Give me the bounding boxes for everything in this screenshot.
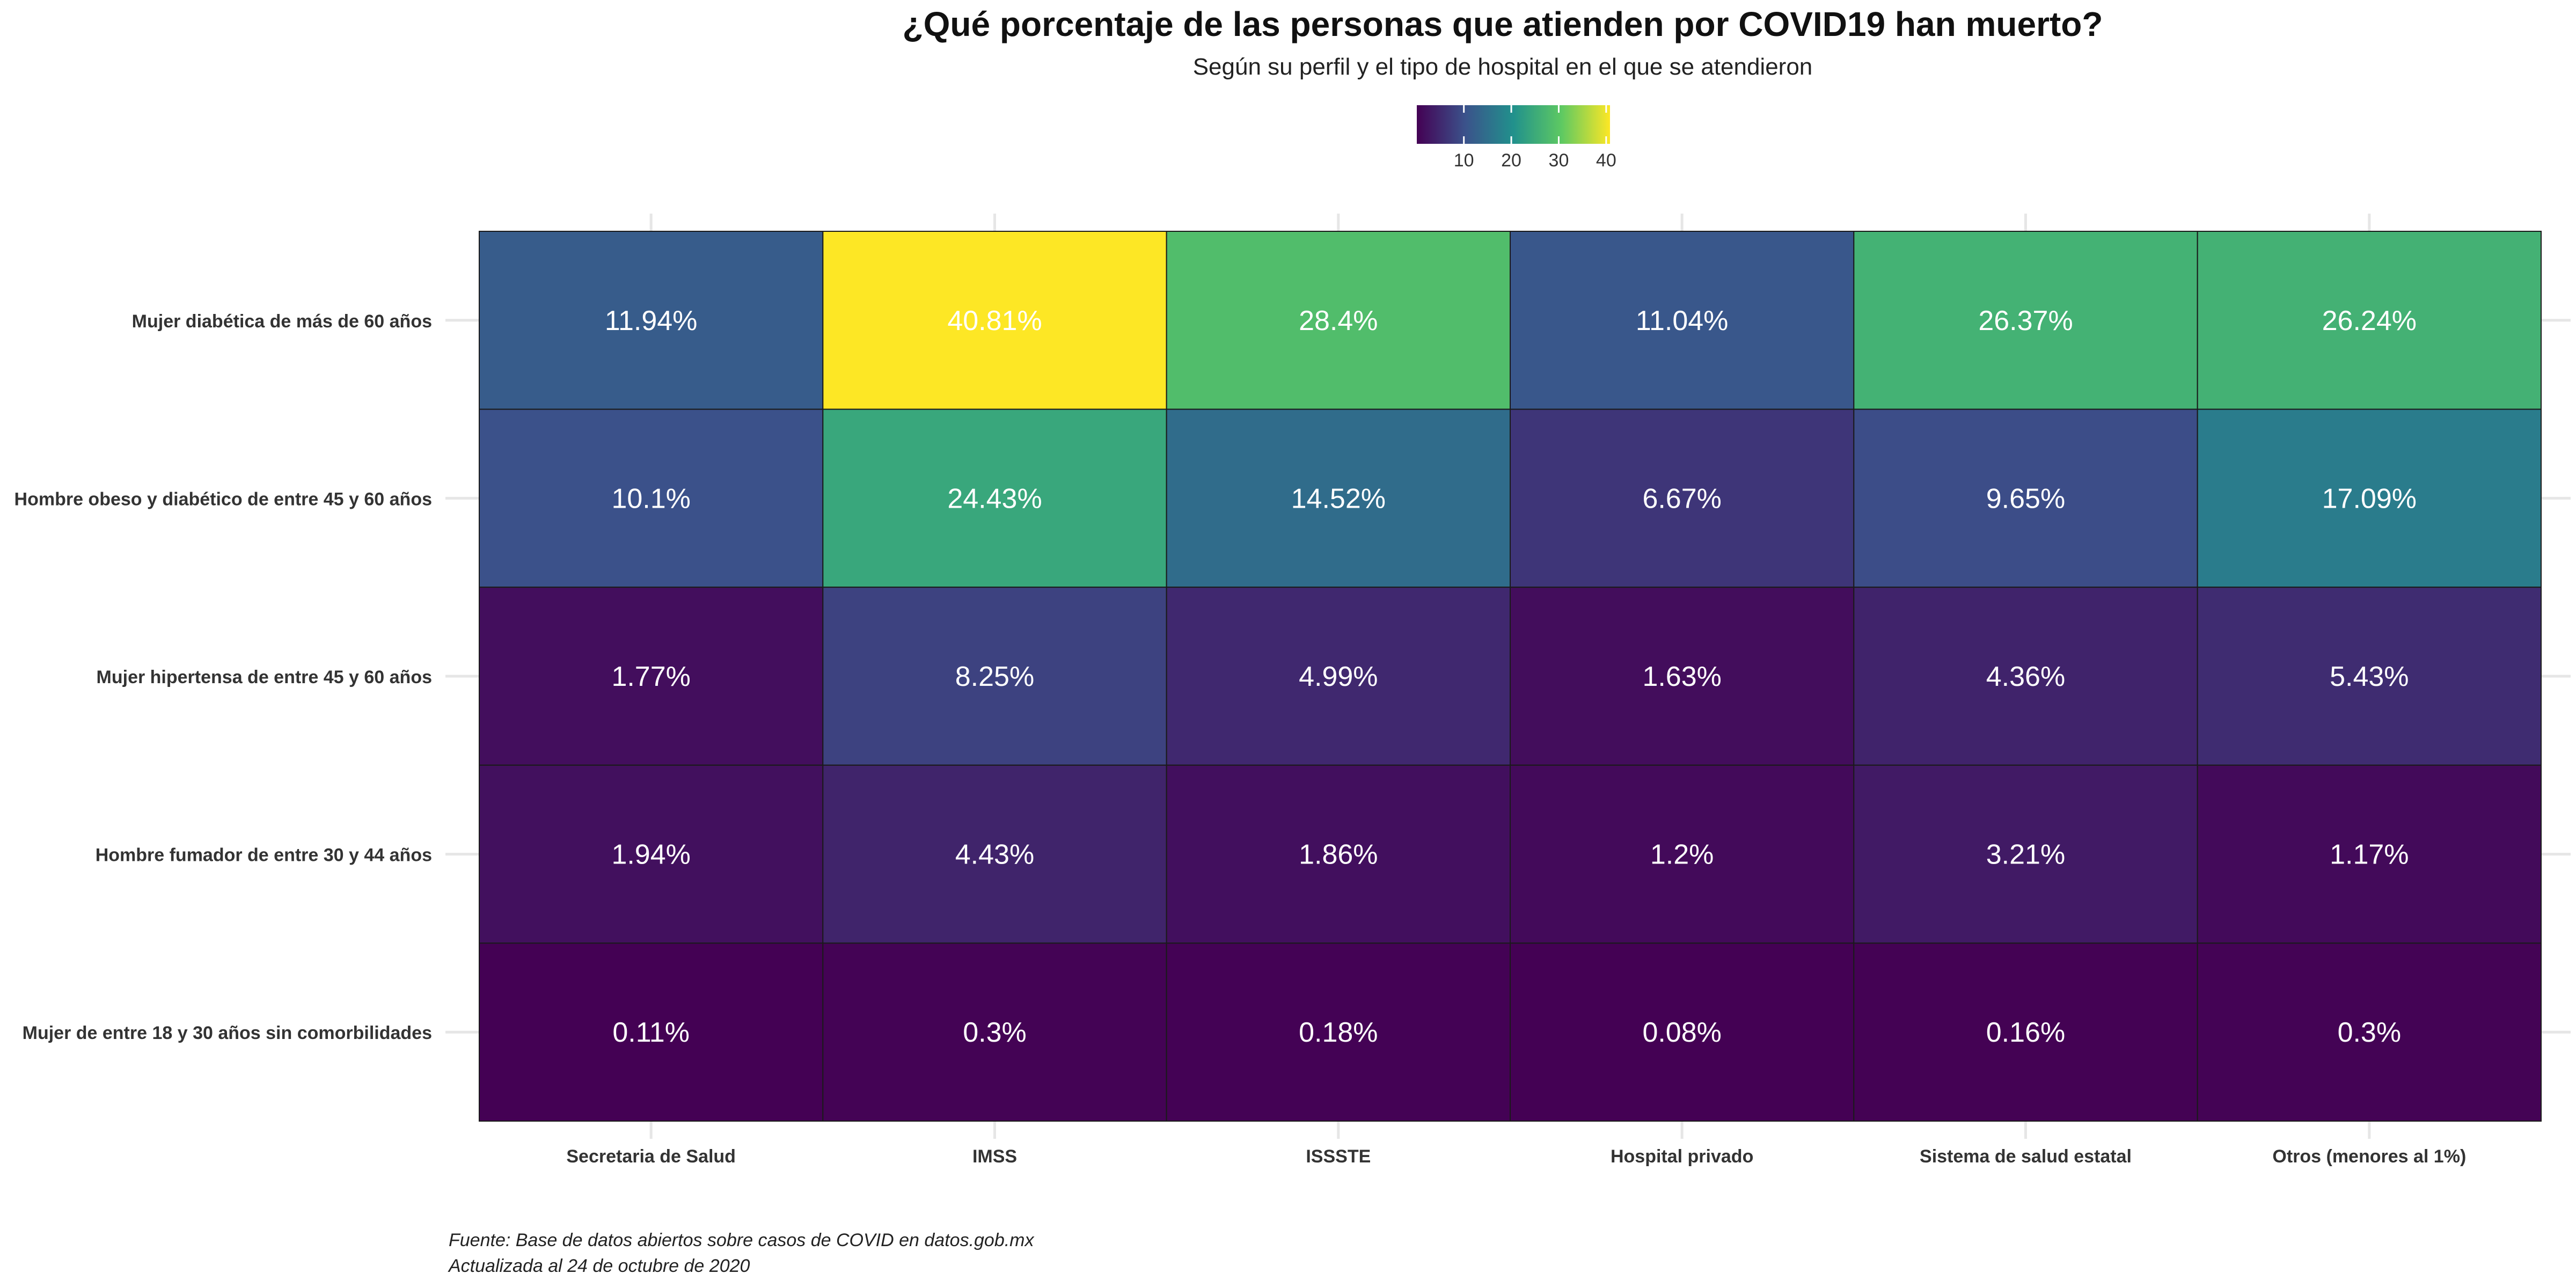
heatmap-cell: [1853, 408, 2198, 588]
cell-value-label: 1.17%: [2330, 839, 2409, 870]
heatmap-cell: [822, 231, 1167, 410]
cell-value-label: 0.11%: [612, 1017, 690, 1048]
heatmap-cell: [1510, 587, 1855, 766]
heatmap-cell: [822, 942, 1167, 1122]
heatmap-cell: [1853, 942, 2198, 1122]
y-tick-label: Mujer hipertensa de entre 45 y 60 años: [97, 667, 432, 687]
cell-value-label: 10.1%: [611, 483, 690, 514]
cell-value-label: 11.94%: [605, 305, 698, 336]
heatmap-cell: [1510, 942, 1855, 1122]
color-legend: 10 20 30 40: [1417, 105, 1616, 171]
cell-value-label: 6.67%: [1642, 483, 1721, 514]
heatmap-cell: [479, 764, 824, 944]
x-axis: Secretaria de Salud IMSS ISSSTE Hospital pr…: [566, 1146, 2466, 1167]
heatmap-cell: [1166, 408, 1511, 588]
heatmap-cell: [2197, 942, 2542, 1122]
cell-value-label: 1.86%: [1299, 839, 1378, 870]
y-tick-label: Mujer de entre 18 y 30 años sin comorbil…: [23, 1023, 432, 1043]
heatmap-cell: [1853, 764, 2198, 944]
heatmap-cell: [822, 408, 1167, 588]
cell-value-label: 24.43%: [947, 483, 1042, 514]
x-tick-label: Sistema de salud estatal: [1920, 1146, 2132, 1167]
heatmap-cell: [1166, 231, 1511, 410]
x-tick-label: Otros (menores al 1%): [2272, 1146, 2466, 1167]
cell-value-label: 11.04%: [1636, 305, 1729, 336]
heatmap-cell: [1510, 764, 1855, 944]
heatmap-cell: [822, 587, 1167, 766]
legend-tick-label: 10: [1454, 150, 1474, 171]
heatmap-cell: [2197, 408, 2542, 588]
heatmap-cell: [1853, 587, 2198, 766]
cell-value-label: 0.3%: [963, 1017, 1027, 1048]
cell-value-label: 1.94%: [611, 839, 690, 870]
heatmap-cell: [479, 231, 824, 410]
x-tick-label: ISSSTE: [1306, 1146, 1371, 1167]
cell-value-label: 0.3%: [2338, 1017, 2402, 1048]
heatmap-cell: [1166, 587, 1511, 766]
source-caption: Fuente: Base de datos abiertos sobre cas…: [449, 1230, 1034, 1250]
cell-value-label: 28.4%: [1299, 305, 1378, 336]
cell-value-label: 1.63%: [1642, 661, 1721, 692]
cell-value-label: 14.52%: [1291, 483, 1386, 514]
cell-value-label: 4.43%: [955, 839, 1034, 870]
color-legend-bar: [1417, 105, 1610, 144]
heatmap-cell-labels: 11.94% 40.81% 28.4% 11.04% 26.37% 26.24% 10.1%…: [605, 305, 2417, 1048]
cell-value-label: 0.16%: [1986, 1017, 2065, 1048]
cell-value-label: 4.36%: [1986, 661, 2065, 692]
chart-title: ¿Qué porcentaje de las personas que atie…: [902, 5, 2103, 43]
heatmap-cell: [822, 764, 1167, 944]
cell-value-label: 17.09%: [2322, 483, 2417, 514]
heatmap-cells: [479, 231, 2542, 1122]
y-tick-label: Mujer diabética de más de 60 años: [132, 311, 432, 332]
heatmap-cell: [2197, 764, 2542, 944]
cell-value-label: 1.77%: [611, 661, 690, 692]
heatmap-cell: [1166, 942, 1511, 1122]
cell-value-label: 26.24%: [2322, 305, 2417, 336]
cell-value-label: 1.2%: [1650, 839, 1714, 870]
cell-value-label: 26.37%: [1978, 305, 2073, 336]
y-tick-label: Hombre obeso y diabético de entre 45 y 6…: [14, 489, 432, 509]
heatmap-cell: [2197, 231, 2542, 410]
y-axis: Mujer diabética de más de 60 años Hombre …: [14, 311, 432, 1043]
heatmap-cell: [479, 942, 824, 1122]
x-tick-label: Secretaria de Salud: [566, 1146, 736, 1167]
chart-subtitle: Según su perfil y el tipo de hospital en…: [1192, 54, 1813, 80]
cell-value-label: 3.21%: [1986, 839, 2065, 870]
heatmap-cell: [1510, 231, 1855, 410]
cell-value-label: 4.99%: [1299, 661, 1378, 692]
cell-value-label: 0.08%: [1642, 1017, 1721, 1048]
heatmap-cell: [479, 587, 824, 766]
heatmap-cell: [479, 408, 824, 588]
legend-tick-label: 30: [1549, 150, 1569, 171]
cell-value-label: 0.18%: [1299, 1017, 1378, 1048]
cell-value-label: 5.43%: [2330, 661, 2409, 692]
x-tick-label: Hospital privado: [1611, 1146, 1753, 1167]
x-tick-label: IMSS: [972, 1146, 1017, 1167]
heatmap-cell: [1166, 764, 1511, 944]
cell-value-label: 9.65%: [1986, 483, 2065, 514]
legend-tick-label: 20: [1501, 150, 1521, 171]
cell-value-label: 40.81%: [947, 305, 1042, 336]
update-caption: Actualizada al 24 de octubre de 2020: [449, 1256, 750, 1276]
legend-tick-label: 40: [1596, 150, 1616, 171]
cell-value-label: 8.25%: [955, 661, 1034, 692]
y-tick-label: Hombre fumador de entre 30 y 44 años: [96, 845, 432, 866]
